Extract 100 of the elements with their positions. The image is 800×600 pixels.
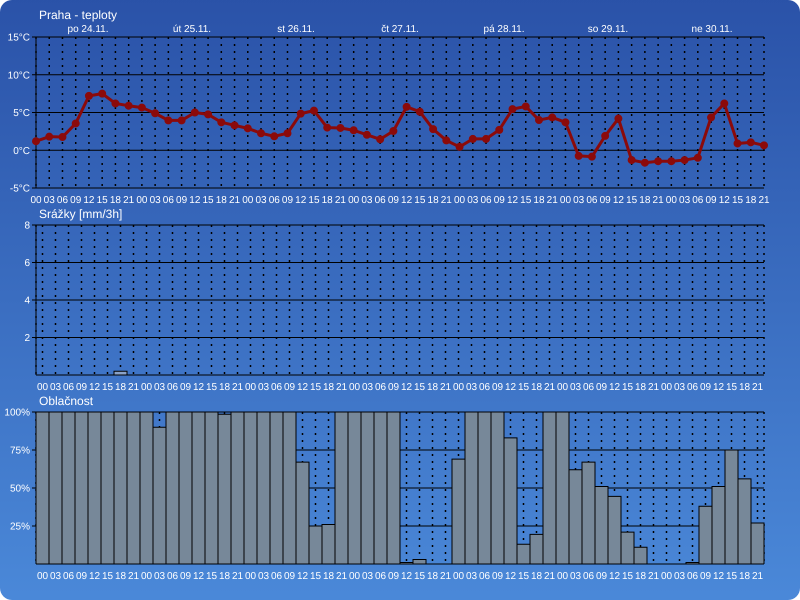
point: [45, 132, 54, 141]
x-tick-label: 21: [128, 571, 140, 582]
x-tick-label: 21: [440, 571, 452, 582]
x-tick-label: 00: [556, 382, 568, 394]
x-tick-label: 09: [388, 382, 400, 394]
point: [350, 126, 358, 134]
x-tick-label: 09: [596, 571, 608, 582]
x-tick-label: 06: [582, 571, 594, 582]
x-tick-label: 03: [255, 195, 268, 206]
point: [640, 158, 649, 167]
x-tick-label: 21: [752, 571, 764, 582]
x-tick-label: 15: [202, 195, 214, 206]
x-tick-label: 06: [686, 382, 698, 394]
x-tick-label: 18: [322, 571, 334, 582]
point: [389, 126, 398, 135]
point: [217, 118, 226, 126]
x-tick-label: 09: [705, 195, 718, 206]
x-tick-label: 18: [639, 195, 651, 206]
x-tick-label: 18: [216, 195, 228, 206]
x-tick-label: 12: [612, 195, 624, 206]
text: po 24.11.: [66, 24, 110, 35]
x-tick-label: 00: [556, 571, 568, 582]
x-tick-label: 21: [648, 571, 660, 582]
x-tick-label: 12: [712, 571, 724, 582]
x-tick-label: 12: [400, 382, 412, 394]
x-tick-label: 03: [467, 195, 479, 206]
x-tick-label: 18: [426, 571, 438, 582]
x-tick-label: 15: [310, 571, 322, 582]
x-tick-label: 15: [732, 195, 744, 206]
x-tick-label: 09: [76, 571, 88, 582]
x-tick-label: 00: [244, 571, 256, 582]
x-tick-label: 21: [546, 195, 558, 206]
x-tick-label: 15: [726, 571, 738, 582]
x-tick-label: 06: [374, 571, 386, 582]
x-tick-label: 18: [738, 382, 750, 394]
x-tick-label: 18: [428, 195, 440, 206]
y-tick-label: -5°C: [10, 184, 30, 195]
x-tick-label: 00: [660, 571, 672, 582]
x-tick-label: 12: [401, 195, 413, 206]
x-tick-label: 06: [166, 571, 178, 582]
x-tick-label: 12: [400, 571, 412, 582]
point: [402, 102, 411, 111]
point: [574, 152, 583, 160]
x-tick-label: 00: [136, 195, 148, 206]
point: [58, 133, 66, 142]
x-tick-label: 12: [296, 571, 308, 582]
chart-title: Praha - teploty: [39, 8, 118, 22]
x-tick-label: 15: [96, 195, 108, 206]
x-tick-label: 15: [102, 571, 114, 582]
x-tick-label: 15: [622, 571, 634, 582]
point: [204, 110, 212, 118]
x-tick-label: 06: [586, 195, 598, 206]
x-tick-label: 18: [114, 571, 126, 582]
x-tick-label: 21: [440, 195, 452, 206]
x-tick-label: 15: [414, 195, 426, 206]
x-tick-label: 12: [608, 571, 620, 582]
x-tick-label: 18: [426, 382, 438, 394]
point: [508, 105, 517, 114]
point: [760, 141, 768, 150]
x-tick-label: 09: [494, 195, 506, 206]
x-tick-label: 09: [596, 382, 608, 394]
x-tick-label: 15: [626, 195, 638, 206]
point: [522, 102, 530, 110]
point: [654, 157, 662, 166]
x-tick-label: 09: [600, 195, 612, 206]
x-tick-label: 12: [504, 382, 516, 394]
point: [601, 132, 610, 140]
x-tick-label: 21: [123, 195, 135, 206]
x-tick-label: 12: [295, 195, 307, 206]
x-tick-label: 18: [634, 571, 646, 582]
x-tick-label: 18: [322, 195, 334, 206]
x-tick-label: 18: [745, 195, 757, 206]
x-tick-label: 00: [242, 195, 254, 206]
x-tick-label: 18: [634, 382, 646, 394]
text: út 25.11.: [172, 24, 212, 35]
x-tick-label: 00: [660, 382, 672, 394]
x-tick-label: 03: [362, 571, 374, 582]
y-tick-label: 15°C: [8, 32, 30, 44]
x-tick-label: 18: [218, 571, 230, 582]
x-tick-label: 21: [334, 195, 346, 206]
x-tick-label: 15: [102, 382, 114, 394]
point: [680, 156, 689, 164]
point: [190, 108, 199, 116]
x-tick-label: 03: [50, 382, 62, 394]
y-tick-label: 50%: [10, 484, 30, 495]
point: [124, 102, 133, 110]
x-tick-label: 06: [166, 382, 178, 394]
x-tick-label: 12: [712, 382, 724, 394]
point: [98, 90, 106, 98]
text: st 26.11.: [276, 24, 316, 35]
x-tick-label: 03: [674, 382, 686, 394]
x-tick-label: 21: [758, 195, 770, 206]
x-tick-label: 21: [128, 382, 140, 394]
x-tick-label: 03: [150, 195, 162, 206]
x-tick-label: 00: [348, 571, 360, 582]
x-tick-label: 15: [206, 382, 218, 394]
x-tick-label: 03: [154, 571, 166, 582]
x-tick-label: 00: [348, 195, 360, 206]
text: čt 27.11.: [380, 24, 420, 35]
point: [164, 116, 172, 124]
